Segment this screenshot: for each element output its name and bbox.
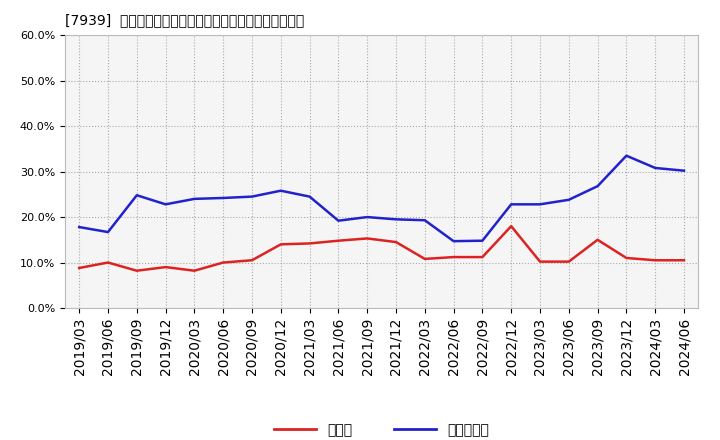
- Text: [7939]  現預金、有利子負債の総資産に対する比率の推移: [7939] 現預金、有利子負債の総資産に対する比率の推移: [65, 13, 304, 27]
- Legend: 現預金, 有利子負債: 現預金, 有利子負債: [269, 418, 494, 440]
